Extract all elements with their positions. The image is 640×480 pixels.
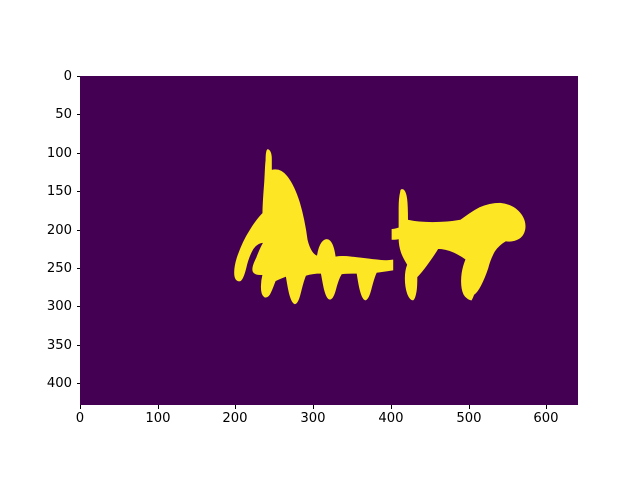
y-tick-label-150: 150 [46, 184, 72, 199]
x-tick-label-0: 0 [75, 411, 85, 426]
y-tick-mark-400 [76, 383, 80, 384]
y-tick-label-300: 300 [46, 299, 72, 314]
x-tick-label-100: 100 [145, 411, 171, 426]
x-tick-mark-100 [158, 405, 159, 409]
x-tick-label-400: 400 [378, 411, 404, 426]
image-axes[interactable] [80, 76, 578, 405]
mask-region-left-animal [234, 149, 394, 305]
x-tick-label-600: 600 [533, 411, 559, 426]
x-tick-mark-300 [313, 405, 314, 409]
y-tick-mark-350 [76, 345, 80, 346]
y-tick-mark-100 [76, 153, 80, 154]
x-tick-label-500: 500 [456, 411, 482, 426]
x-tick-mark-500 [469, 405, 470, 409]
x-tick-mark-0 [80, 405, 81, 409]
y-tick-mark-0 [76, 76, 80, 77]
y-tick-mark-50 [76, 114, 80, 115]
y-tick-label-400: 400 [46, 376, 72, 391]
y-tick-label-350: 350 [46, 338, 72, 353]
segmentation-mask-image [80, 76, 578, 405]
mask-region-right-animal [391, 189, 526, 301]
y-tick-label-0: 0 [63, 69, 72, 84]
x-tick-mark-600 [546, 405, 547, 409]
y-tick-label-250: 250 [46, 261, 72, 276]
x-tick-label-200: 200 [222, 411, 248, 426]
x-tick-mark-400 [391, 405, 392, 409]
x-tick-mark-200 [235, 405, 236, 409]
y-tick-label-100: 100 [46, 146, 72, 161]
y-tick-mark-300 [76, 306, 80, 307]
y-tick-mark-150 [76, 191, 80, 192]
y-tick-mark-200 [76, 230, 80, 231]
y-tick-label-50: 50 [55, 107, 72, 122]
y-tick-mark-250 [76, 268, 80, 269]
x-tick-label-300: 300 [300, 411, 326, 426]
y-tick-label-200: 200 [46, 223, 72, 238]
